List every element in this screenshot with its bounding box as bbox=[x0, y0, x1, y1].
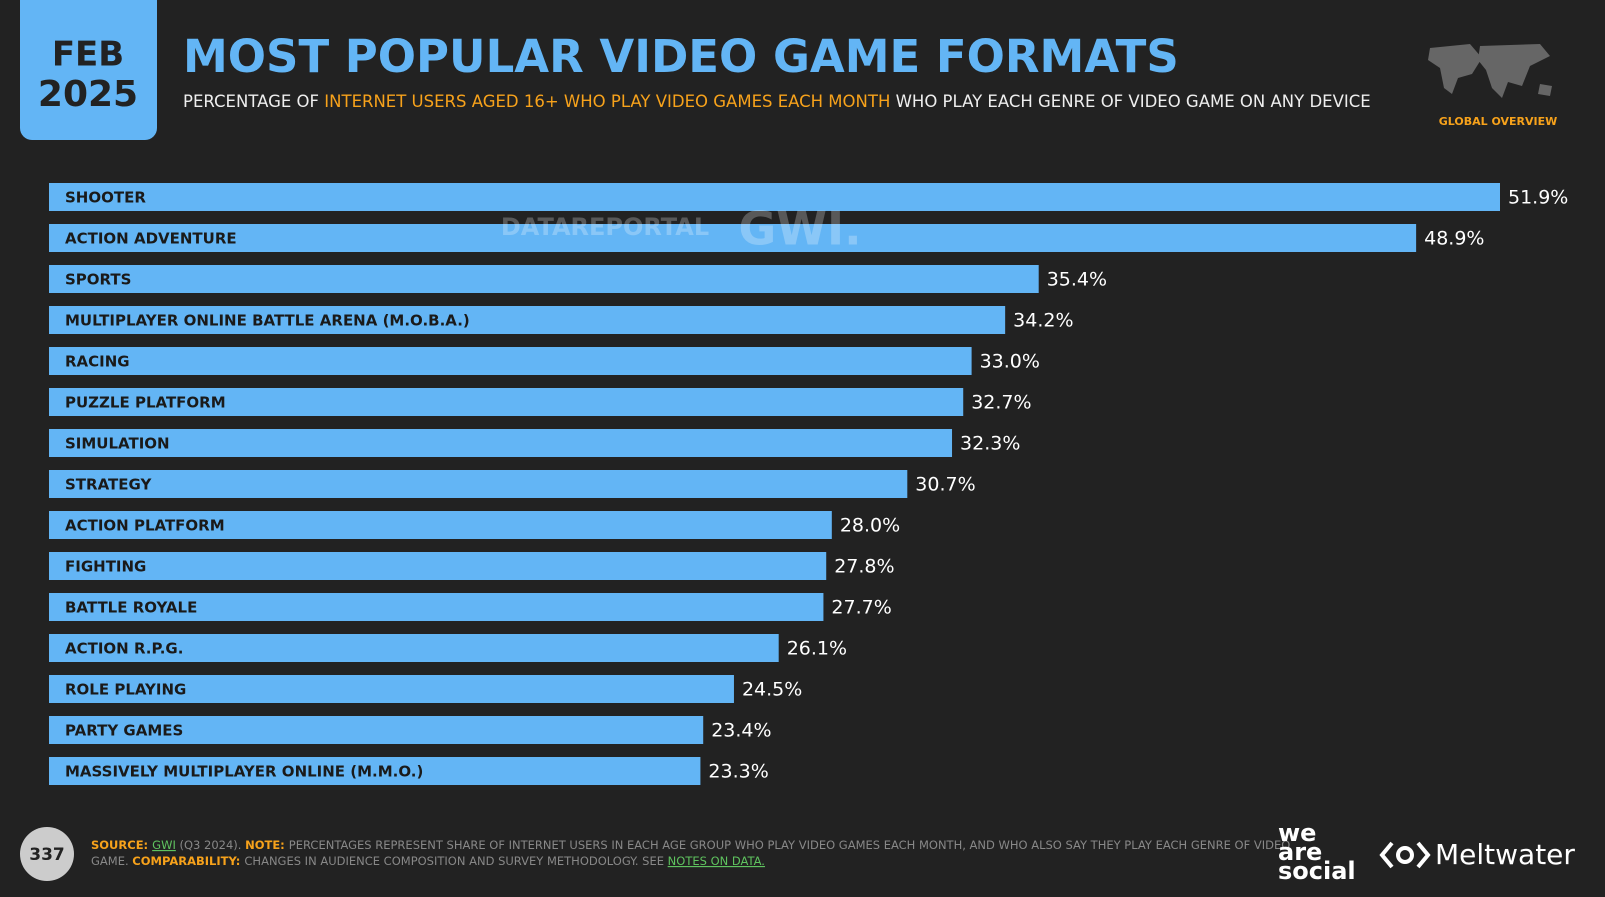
logo-word: social bbox=[1278, 857, 1356, 885]
watermark: DATAREPORTAL bbox=[501, 213, 709, 241]
title: MOST POPULAR VIDEO GAME FORMATS bbox=[183, 30, 1179, 83]
bar bbox=[49, 716, 704, 744]
value-label: 23.4% bbox=[711, 720, 771, 742]
value-label: 34.2% bbox=[1013, 310, 1073, 332]
bar bbox=[49, 470, 908, 498]
category-label: ACTION PLATFORM bbox=[65, 517, 225, 535]
footer-segment: NOTES ON DATA. bbox=[668, 854, 765, 868]
bar bbox=[49, 224, 1417, 252]
month: FEB bbox=[52, 35, 124, 75]
category-label: PARTY GAMES bbox=[65, 722, 183, 740]
value-label: 33.0% bbox=[980, 351, 1040, 373]
bar bbox=[49, 265, 1039, 293]
meltwater-icon bbox=[1379, 841, 1431, 869]
value-label: 27.7% bbox=[831, 597, 891, 619]
value-label: 30.7% bbox=[915, 474, 975, 496]
value-label: 32.3% bbox=[960, 433, 1020, 455]
value-label: 48.9% bbox=[1424, 228, 1484, 250]
bar bbox=[49, 306, 1006, 334]
category-label: FIGHTING bbox=[65, 558, 146, 576]
footer-segment: GAME. bbox=[91, 854, 132, 868]
category-label: STRATEGY bbox=[65, 476, 152, 494]
bar bbox=[49, 347, 972, 375]
category-label: PUZZLE PLATFORM bbox=[65, 394, 226, 412]
logo-word: are bbox=[1278, 838, 1322, 866]
bar-chart: SHOOTER 51.9% ACTION ADVENTURE 48.9% SPORTS 3… bbox=[49, 183, 1568, 785]
value-label: 32.7% bbox=[971, 392, 1031, 414]
category-label: BATTLE ROYALE bbox=[65, 599, 197, 617]
bar bbox=[49, 429, 953, 457]
subtitle: PERCENTAGE OF INTERNET USERS AGED 16+ WH… bbox=[183, 92, 1371, 111]
bar bbox=[49, 183, 1500, 211]
category-label: SPORTS bbox=[65, 271, 131, 289]
subtitle-part: WHO PLAY EACH GENRE OF VIDEO GAME ON ANY… bbox=[890, 92, 1370, 111]
bar bbox=[49, 757, 701, 785]
footer-segment: CHANGES IN AUDIENCE COMPOSITION AND SURV… bbox=[244, 854, 667, 868]
value-label: 35.4% bbox=[1047, 269, 1107, 291]
footer-line: GAME. COMPARABILITY: CHANGES IN AUDIENCE… bbox=[91, 854, 765, 868]
date-box bbox=[20, 0, 157, 140]
footer-segment: NOTE: bbox=[245, 838, 289, 852]
footer-segment: COMPARABILITY: bbox=[132, 854, 244, 868]
footer-segment: SOURCE: bbox=[91, 838, 152, 852]
logo-word: we bbox=[1278, 819, 1316, 847]
value-label: 23.3% bbox=[708, 761, 768, 783]
footer-segment: (Q3 2024). bbox=[176, 838, 245, 852]
category-label: SHOOTER bbox=[65, 189, 146, 207]
bar bbox=[49, 675, 734, 703]
category-label: ROLE PLAYING bbox=[65, 681, 186, 699]
value-label: 24.5% bbox=[742, 679, 802, 701]
year: 2025 bbox=[38, 74, 138, 115]
category-label: RACING bbox=[65, 353, 130, 371]
footer-line: SOURCE: GWI (Q3 2024). NOTE: PERCENTAGES… bbox=[91, 838, 1290, 852]
value-label: 27.8% bbox=[834, 556, 894, 578]
value-label: 26.1% bbox=[787, 638, 847, 660]
category-label: MASSIVELY MULTIPLAYER ONLINE (M.M.O.) bbox=[65, 763, 423, 781]
watermark: GWI. bbox=[738, 202, 861, 256]
bar bbox=[49, 388, 964, 416]
category-label: ACTION R.P.G. bbox=[65, 640, 183, 658]
category-label: SIMULATION bbox=[65, 435, 170, 453]
category-label: MULTIPLAYER ONLINE BATTLE ARENA (M.O.B.A… bbox=[65, 312, 470, 330]
subtitle-part: PERCENTAGE OF bbox=[183, 92, 324, 111]
subtitle-highlight: INTERNET USERS AGED 16+ WHO PLAY VIDEO G… bbox=[324, 92, 890, 111]
value-label: 51.9% bbox=[1508, 187, 1568, 209]
footer-segment: PERCENTAGES REPRESENT SHARE OF INTERNET … bbox=[289, 838, 1290, 852]
value-label: 28.0% bbox=[840, 515, 900, 537]
world-map bbox=[1428, 44, 1552, 98]
footer-segment: GWI bbox=[152, 838, 176, 852]
category-label: ACTION ADVENTURE bbox=[65, 230, 237, 248]
badge: GLOBAL OVERVIEW bbox=[1439, 115, 1558, 128]
bar bbox=[49, 552, 827, 580]
page-number: 337 bbox=[29, 845, 65, 865]
bar bbox=[49, 634, 779, 662]
bar bbox=[49, 511, 832, 539]
logo-meltwater: Meltwater bbox=[1435, 838, 1575, 871]
page-badge bbox=[20, 827, 74, 881]
bar bbox=[49, 593, 824, 621]
